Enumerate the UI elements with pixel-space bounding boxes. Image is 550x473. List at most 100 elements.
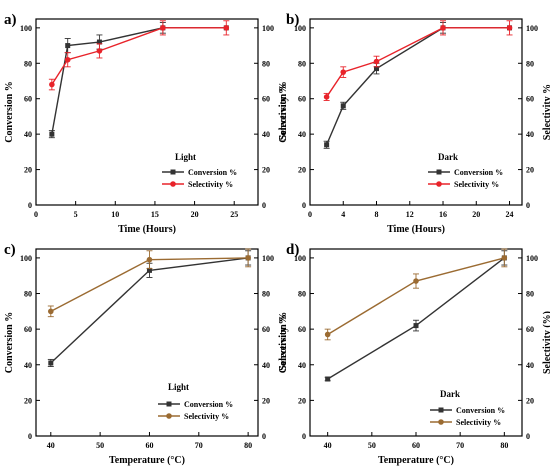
data-point-conversion [48,360,54,366]
y-tick-label-right: 100 [262,254,274,263]
data-point-selectivity [413,278,419,284]
plot-frame [309,18,523,206]
x-tick-label: 4 [341,210,345,219]
y-axis-title-left: Conversion % [4,312,15,373]
y-tick-label-left: 40 [298,130,306,139]
y-tick-label-left: 100 [294,24,306,33]
panel-label: a) [4,12,17,28]
y-tick-label-left: 100 [20,254,32,263]
y-tick-label-right: 60 [262,95,270,104]
x-axis-title: Time (Hours) [387,224,445,235]
y-tick-label-right: 80 [262,59,270,68]
x-tick-label: 70 [195,441,203,450]
x-tick-label: 80 [500,441,508,450]
data-point-selectivity [146,256,153,263]
x-tick-label: 15 [151,210,159,219]
y-tick-label-left: 40 [24,130,32,139]
data-point-conversion [49,131,55,137]
y-tick-label-right: 100 [262,24,274,33]
data-point-conversion [374,66,380,72]
x-tick-label: 60 [412,441,420,450]
x-tick-label: 10 [111,210,119,219]
legend-marker [436,181,442,187]
y-tick-label-left: 80 [298,290,306,299]
y-tick-label-left: 60 [24,95,32,104]
plot-frame [35,248,259,437]
panel-label: c) [4,242,16,258]
y-tick-label-right: 60 [262,325,270,334]
y-tick-label-right: 60 [526,95,534,104]
y-tick-label-right: 80 [526,59,534,68]
x-tick-label: 40 [324,441,332,450]
legend-marker [438,419,444,425]
y-tick-label-left: 60 [24,325,32,334]
y-tick-label-right: 0 [262,432,266,441]
data-point-selectivity [96,48,103,54]
data-point-selectivity [501,255,508,261]
panel-c: c) 40 50 60 70 80 0 0 20 20 40 40 60 60 80 80 100 100 Temp… [4,242,289,466]
x-tick-label: 40 [47,441,55,450]
legend-label: Conversion % [184,400,233,409]
y-tick-label-right: 0 [526,201,530,210]
y-axis-title-right: Selectivity % [278,314,289,370]
y-tick-label-right: 20 [262,166,270,175]
x-tick-label: 70 [456,441,464,450]
x-tick-label: 25 [230,210,238,219]
y-tick-label-left: 20 [24,396,32,405]
plot-frame [35,18,259,206]
x-axis-title: Temperature (°C) [378,455,454,466]
x-tick-label: 20 [472,210,480,219]
y-tick-label-left: 20 [298,396,306,405]
y-tick-label-right: 20 [526,396,534,405]
y-tick-label-right: 40 [526,361,534,370]
y-tick-label-right: 80 [526,290,534,299]
data-point-conversion [96,39,102,45]
panel-label: d) [286,242,299,258]
data-point-selectivity [64,56,71,63]
series-line-selectivity [326,27,510,98]
data-point-selectivity [506,25,513,31]
x-tick-label: 0 [308,210,312,219]
data-point-selectivity [340,69,347,75]
y-tick-label-right: 80 [262,290,270,299]
y-tick-label-left: 60 [298,325,306,334]
condition-annotation: Light [175,152,196,162]
data-point-selectivity [160,25,166,31]
data-point-conversion [413,323,419,329]
y-tick-label-left: 40 [298,361,306,370]
data-point-conversion [324,142,330,148]
x-tick-label: 8 [375,210,379,219]
data-point-selectivity [324,331,331,338]
y-tick-label-right: 0 [262,201,266,210]
y-tick-label-right: 20 [526,166,534,175]
legend-marker [170,169,176,175]
y-tick-label-left: 40 [24,361,32,370]
legend-marker [170,181,176,187]
legend-label: Conversion % [454,168,503,177]
y-tick-label-left: 0 [302,432,306,441]
data-point-conversion [325,376,331,382]
y-tick-label-right: 60 [526,325,534,334]
data-point-conversion [65,43,71,49]
legend-marker [166,401,172,407]
legend-label: Selectivity % [184,412,229,421]
y-tick-label-left: 80 [24,59,32,68]
y-tick-label-left: 0 [28,201,32,210]
data-point-selectivity [223,25,230,31]
series-line-selectivity [51,27,227,85]
y-tick-label-right: 40 [262,361,270,370]
y-axis-title-right: Selectivity % [278,84,289,140]
data-point-conversion [340,103,346,109]
y-tick-label-left: 60 [298,95,306,104]
y-tick-label-left: 0 [28,432,32,441]
y-tick-label-left: 80 [24,290,32,299]
y-tick-label-right: 100 [526,24,538,33]
legend-label: Selectivity % [188,180,233,189]
x-tick-label: 80 [244,441,252,450]
y-tick-label-left: 100 [294,254,306,263]
condition-annotation: Dark [440,389,460,399]
y-tick-label-left: 100 [20,24,32,33]
